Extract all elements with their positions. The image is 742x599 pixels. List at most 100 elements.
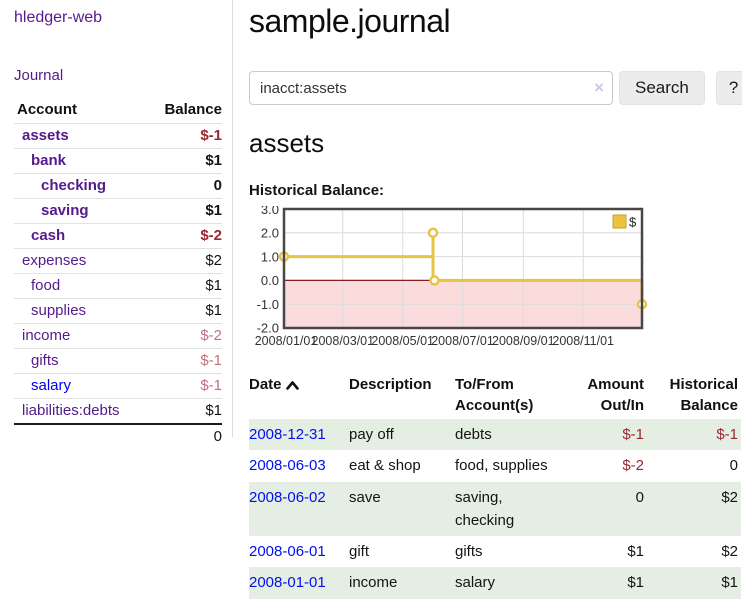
search-button[interactable]: Search xyxy=(619,71,705,105)
account-link-liabilities-debts[interactable]: liabilities:debts xyxy=(22,402,120,419)
account-row: salary $-1 xyxy=(14,373,222,399)
account-link-food[interactable]: food xyxy=(31,277,61,294)
svg-text:-2.0: -2.0 xyxy=(257,321,279,336)
account-row: cash $-2 xyxy=(14,223,222,249)
transaction-amount: $1 xyxy=(627,574,644,592)
register-header-description: Description xyxy=(349,376,432,393)
account-link-gifts[interactable]: gifts xyxy=(31,352,59,369)
transaction-description: eat & shop xyxy=(349,457,421,475)
register-header-tofrom: To/From Account(s) xyxy=(455,376,534,414)
svg-text:1.0: 1.0 xyxy=(261,250,279,265)
transaction-balance: $1 xyxy=(721,574,738,592)
legend-swatch xyxy=(612,214,627,229)
account-row: income $-2 xyxy=(14,323,222,349)
transaction-accounts: salary xyxy=(455,574,496,592)
chart-title: Historical Balance: xyxy=(249,182,385,199)
register-header-row: Date Description To/From Account(s) Amou… xyxy=(249,372,741,419)
transaction-amount: 0 xyxy=(635,488,644,506)
transaction-balance: $2 xyxy=(721,543,738,560)
transaction-description: gift xyxy=(349,543,370,560)
transaction-description: pay off xyxy=(349,426,394,443)
vertical-gridlines xyxy=(342,210,584,327)
transaction-date-link[interactable]: 2008-06-01 xyxy=(249,543,326,560)
account-link-bank[interactable]: bank xyxy=(31,152,67,169)
account-link-expenses[interactable]: expenses xyxy=(22,252,87,269)
clear-search-icon[interactable]: × xyxy=(594,78,604,97)
account-link-checking[interactable]: checking xyxy=(41,177,107,194)
svg-text:2.0: 2.0 xyxy=(261,226,279,241)
transaction-accounts: food, supplies xyxy=(455,457,548,475)
sidebar: hledger-web Journal Account Balance asse… xyxy=(0,0,233,449)
account-link-assets[interactable]: assets xyxy=(22,127,69,144)
account-row: assets $-1 xyxy=(14,123,222,149)
sidebar-item-journal[interactable]: Journal xyxy=(14,67,64,84)
svg-text:2008/09/01: 2008/09/01 xyxy=(492,334,555,348)
svg-text:-1.0: -1.0 xyxy=(257,297,279,312)
account-balance: $2 xyxy=(148,248,222,274)
accounts-total-row: 0 xyxy=(14,423,222,449)
account-balance: 0 xyxy=(148,173,222,199)
sort-ascending-icon xyxy=(285,375,299,396)
account-row: checking 0 xyxy=(14,173,222,199)
transaction-accounts: gifts xyxy=(455,543,483,560)
x-axis-labels: 2008/01/01 2008/03/01 2008/05/01 2008/07… xyxy=(255,334,614,348)
account-row: gifts $-1 xyxy=(14,348,222,374)
transaction-amount: $-2 xyxy=(622,457,644,475)
y-axis-labels: 3.0 2.0 1.0 0.0 -1.0 -2.0 xyxy=(257,202,279,336)
transaction-date-link[interactable]: 2008-01-01 xyxy=(249,574,326,592)
spacer xyxy=(14,423,149,449)
register-row: 2008-12-31 pay off debts $-1 $-1 xyxy=(249,419,741,451)
transaction-balance: $2 xyxy=(721,488,738,506)
account-link-cash[interactable]: cash xyxy=(31,227,66,244)
register-row: 2008-06-02 save saving, checking 0 $2 xyxy=(249,481,741,536)
account-row: liabilities:debts $1 xyxy=(14,398,222,424)
transaction-amount: $-1 xyxy=(622,426,644,443)
transaction-description: income xyxy=(349,574,398,592)
main-content: sample.journal × Search ? assets Histori… xyxy=(233,0,742,599)
account-row: bank $1 xyxy=(14,148,222,174)
account-link-salary[interactable]: salary xyxy=(31,377,72,394)
register-table: Date Description To/From Account(s) Amou… xyxy=(249,372,741,599)
account-balance: $1 xyxy=(148,148,222,174)
account-link-income[interactable]: income xyxy=(22,327,71,344)
account-link-supplies[interactable]: supplies xyxy=(31,302,87,319)
app-title-link[interactable]: hledger-web xyxy=(14,9,103,26)
account-row: food $1 xyxy=(14,273,222,299)
transaction-date-link[interactable]: 2008-12-31 xyxy=(249,426,326,443)
register-header-date[interactable]: Date xyxy=(249,372,349,419)
help-button[interactable]: ? xyxy=(715,71,742,105)
register-header-date-label: Date xyxy=(249,376,282,393)
transaction-date-link[interactable]: 2008-06-02 xyxy=(249,488,326,506)
accounts-tree: Account Balance assets $-1 bank $1 check… xyxy=(14,99,222,449)
search-input[interactable] xyxy=(249,71,613,105)
plot-border xyxy=(282,207,644,330)
register-row: 2008-01-01 income salary $1 $1 xyxy=(249,567,741,599)
page-title: sample.journal xyxy=(249,3,451,39)
account-balance: $1 xyxy=(148,273,222,299)
account-balance: $-1 xyxy=(148,348,222,374)
register-header-balance: Historical Balance xyxy=(669,376,738,414)
account-balance: $-1 xyxy=(148,373,222,399)
accounts-header-row: Account Balance xyxy=(14,99,222,124)
balance-chart-svg: $ 3.0 2.0 1.0 0.0 -1.0 -2.0 2008/01/01 2… xyxy=(255,202,648,348)
transaction-amount: $1 xyxy=(627,543,644,560)
transaction-date-link[interactable]: 2008-06-03 xyxy=(249,457,326,475)
accounts-header-account: Account xyxy=(17,101,77,118)
account-balance: $1 xyxy=(148,398,222,424)
account-link-saving[interactable]: saving xyxy=(41,202,89,219)
balance-chart: $ 3.0 2.0 1.0 0.0 -1.0 -2.0 2008/01/01 2… xyxy=(249,202,742,360)
svg-text:2008/05/01: 2008/05/01 xyxy=(371,334,434,348)
accounts-total: 0 xyxy=(148,423,222,449)
account-balance: $-1 xyxy=(148,123,222,149)
account-balance: $1 xyxy=(148,198,222,224)
transaction-accounts: saving, checking xyxy=(455,488,515,529)
transaction-balance: $-1 xyxy=(716,426,738,443)
account-balance: $-2 xyxy=(148,223,222,249)
svg-text:2008/07/01: 2008/07/01 xyxy=(431,334,494,348)
legend-label: $ xyxy=(629,215,637,230)
register-header-amount: Amount Out/In xyxy=(587,376,644,414)
transaction-description: save xyxy=(349,488,381,506)
register-row: 2008-06-01 gift gifts $1 $2 xyxy=(249,536,741,567)
accounts-header-balance: Balance xyxy=(164,101,222,118)
